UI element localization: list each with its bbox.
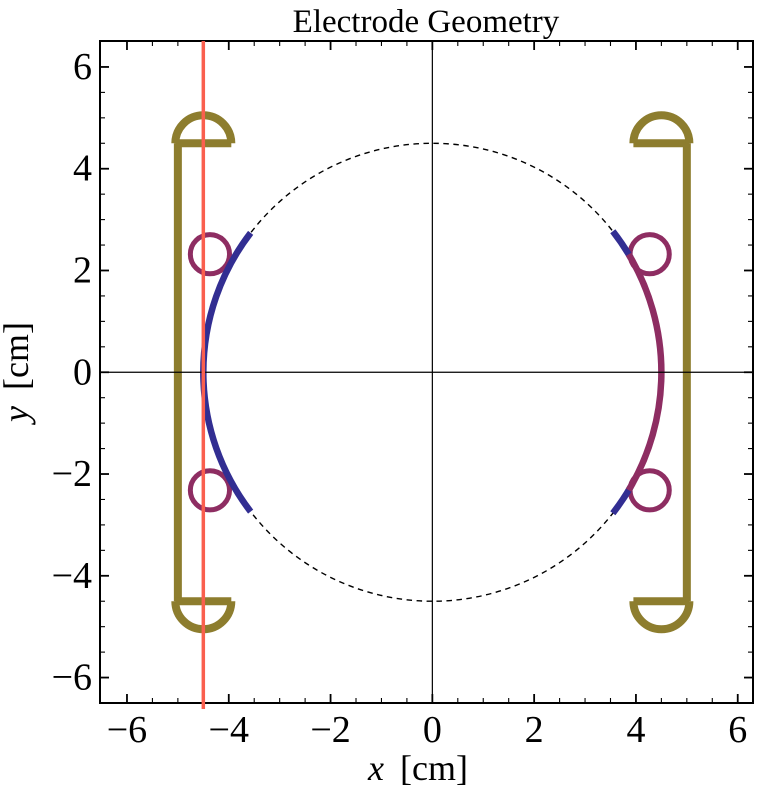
y-tick-label: −2: [52, 453, 92, 495]
right-electrode-tip-upper-blue: [610, 229, 634, 260]
y-tick-label: 2: [73, 249, 92, 291]
x-tick-label: 4: [626, 709, 645, 751]
y-tick-label: −6: [52, 657, 92, 699]
x-tick-label: 2: [525, 709, 544, 751]
x-axis-label: x [cm]: [367, 748, 468, 788]
right-electrode-tip-lower-blue: [610, 485, 634, 516]
y-tick-label: 4: [73, 148, 92, 190]
x-tick-label: 6: [728, 709, 747, 751]
plot-title: Electrode Geometry: [293, 4, 560, 40]
chart-shapes: [100, 41, 753, 709]
x-tick-label: 0: [423, 709, 442, 751]
y-axis-label-unit: [cm]: [0, 322, 36, 390]
y-axis-label: y [cm]: [0, 322, 36, 425]
x-tick-label: −2: [310, 709, 350, 751]
x-axis-label-unit: [cm]: [400, 748, 468, 788]
rod-ring-upper-left: [187, 232, 233, 277]
y-tick-label: 6: [73, 46, 92, 88]
x-tick-label: −4: [209, 709, 249, 751]
y-tick-label: 0: [73, 351, 92, 393]
x-axis-label-var: x: [367, 748, 384, 788]
right-holder-top-cap: [629, 111, 694, 144]
y-tick-label: −4: [52, 555, 92, 597]
right-holder-bottom-cap: [629, 600, 694, 634]
rod-ring-lower-left: [187, 468, 233, 513]
y-axis-label-var: y: [0, 406, 36, 425]
frame-and-ticks: −6 −6 −4 −4 −2 −2 0 0 2 2 4 4 6 6: [52, 40, 754, 751]
x-tick-label: −6: [107, 709, 147, 751]
